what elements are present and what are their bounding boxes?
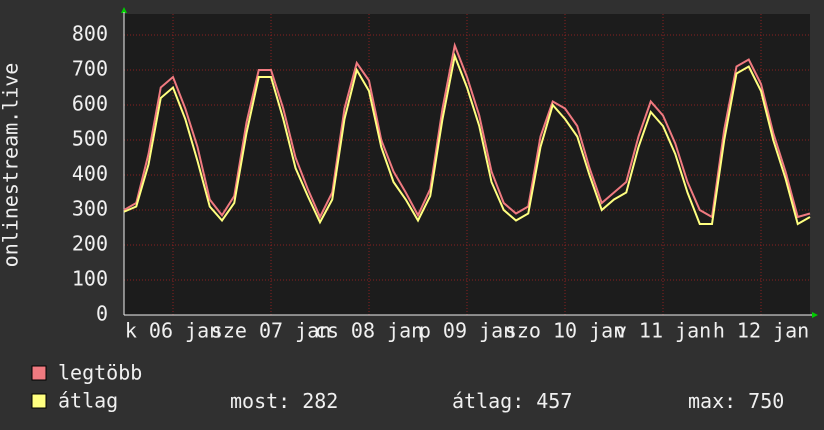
stat-value: 282 [302, 389, 338, 413]
stat-label: átlag: [452, 389, 524, 413]
legend-swatch [31, 393, 47, 409]
y-tick-label: 400 [72, 162, 108, 186]
legend-label: átlag [58, 389, 118, 413]
series-line [123, 52, 811, 226]
y-axis-label: onlinestream.live [0, 63, 23, 268]
y-tick-label: 100 [72, 267, 108, 291]
legend-swatch [31, 365, 47, 381]
stat: átlag: 457 [452, 389, 572, 413]
x-tick-label: v 11 jan [615, 319, 711, 343]
y-tick-label: 600 [72, 92, 108, 116]
x-tick-label: h 12 jan [713, 319, 809, 343]
stat-value: 457 [536, 389, 572, 413]
stat-value: 750 [748, 389, 784, 413]
axis-arrow [121, 7, 127, 13]
axis-arrow [812, 312, 818, 318]
stat: most: 282 [230, 389, 338, 413]
stat: max: 750 [688, 389, 784, 413]
series-line [123, 41, 811, 220]
y-tick-label: 500 [72, 127, 108, 151]
y-tick-label: 200 [72, 232, 108, 256]
x-tick-label: sze 07 jan [211, 319, 331, 343]
lines [123, 41, 811, 226]
stat-label: max: [688, 389, 736, 413]
x-tick-label: cs 08 jan [315, 319, 423, 343]
stat-label: most: [230, 389, 290, 413]
x-tick-label: szo 10 jan [505, 319, 625, 343]
y-tick-label: 700 [72, 57, 108, 81]
y-tick-label: 300 [72, 197, 108, 221]
x-tick-label: p 09 jan [419, 319, 515, 343]
x-tick-label: k 06 jan [125, 319, 221, 343]
y-tick-label: 0 [96, 302, 108, 326]
grid [123, 12, 812, 316]
legend-label: legtöbb [58, 361, 142, 385]
y-tick-label: 800 [72, 22, 108, 46]
